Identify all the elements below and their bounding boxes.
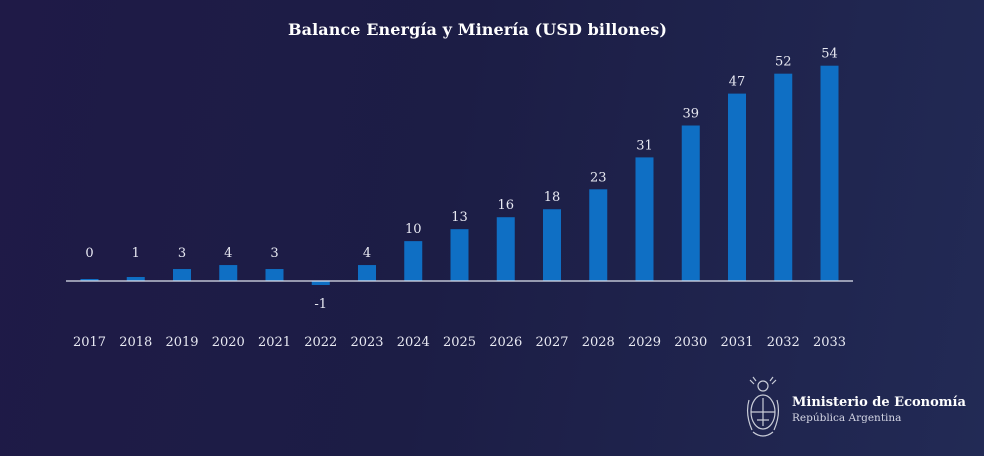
data-label-2021: 3	[270, 246, 278, 261]
data-label-2025: 13	[451, 210, 468, 225]
data-label-2031: 47	[729, 75, 746, 90]
data-label-2032: 52	[775, 55, 792, 70]
ministry-name: Ministerio de Economía	[792, 395, 966, 410]
bar-2022	[311, 281, 330, 285]
x-tick-label-2019: 2019	[165, 335, 198, 350]
bar-2031	[728, 93, 746, 281]
x-tick-label-2026: 2026	[489, 335, 522, 350]
bar-2028	[589, 189, 608, 281]
bar-2021	[265, 269, 284, 281]
x-tick-label-2029: 2029	[628, 335, 661, 350]
data-label-2024: 10	[405, 222, 422, 237]
bar-2025	[450, 229, 469, 281]
data-label-2018: 1	[132, 246, 140, 261]
data-label-2022: -1	[314, 297, 327, 312]
bar-2027	[543, 209, 561, 281]
bar-2024	[404, 241, 423, 281]
x-tick-label-2030: 2030	[674, 335, 707, 350]
x-tick-label-2017: 2017	[73, 335, 106, 350]
x-tick-label-2018: 2018	[119, 335, 152, 350]
ministry-country: República Argentina	[792, 412, 902, 424]
bar-2017	[80, 279, 99, 281]
chart-title: Balance Energía y Minería (USD billones)	[287, 20, 668, 39]
ministry-logo-block: Ministerio de Economía República Argenti…	[742, 376, 966, 444]
data-label-2017: 0	[85, 246, 93, 261]
bar-2026	[496, 217, 515, 281]
bar-2020	[219, 265, 238, 281]
data-label-2033: 54	[821, 47, 838, 62]
bar-2023	[358, 265, 376, 281]
x-tick-label-2027: 2027	[535, 335, 568, 350]
bar-2030	[681, 125, 700, 281]
data-label-2030: 39	[682, 107, 699, 122]
x-tick-label-2033: 2033	[813, 335, 846, 350]
coat-of-arms-icon	[746, 376, 780, 437]
x-tick-label-2020: 2020	[212, 335, 245, 350]
x-tick-label-2021: 2021	[258, 335, 291, 350]
x-tick-label-2022: 2022	[304, 335, 337, 350]
x-tick-label-2028: 2028	[582, 335, 615, 350]
data-label-2026: 16	[497, 198, 514, 213]
bar-2029	[635, 157, 654, 281]
x-tick-label-2023: 2023	[350, 335, 383, 350]
data-label-2019: 3	[178, 246, 186, 261]
bar-2032	[774, 73, 793, 282]
x-tick-label-2031: 2031	[720, 335, 753, 350]
bar-2018	[126, 277, 145, 281]
data-label-2027: 18	[544, 190, 561, 205]
bar-2019	[173, 269, 191, 281]
x-tick-label-2032: 2032	[767, 335, 800, 350]
data-label-2020: 4	[224, 246, 232, 261]
bar-2033	[820, 65, 839, 281]
data-label-2023: 4	[363, 246, 371, 261]
x-tick-label-2024: 2024	[397, 335, 430, 350]
x-tick-label-2025: 2025	[443, 335, 476, 350]
data-label-2028: 23	[590, 170, 607, 185]
data-label-2029: 31	[636, 138, 653, 153]
